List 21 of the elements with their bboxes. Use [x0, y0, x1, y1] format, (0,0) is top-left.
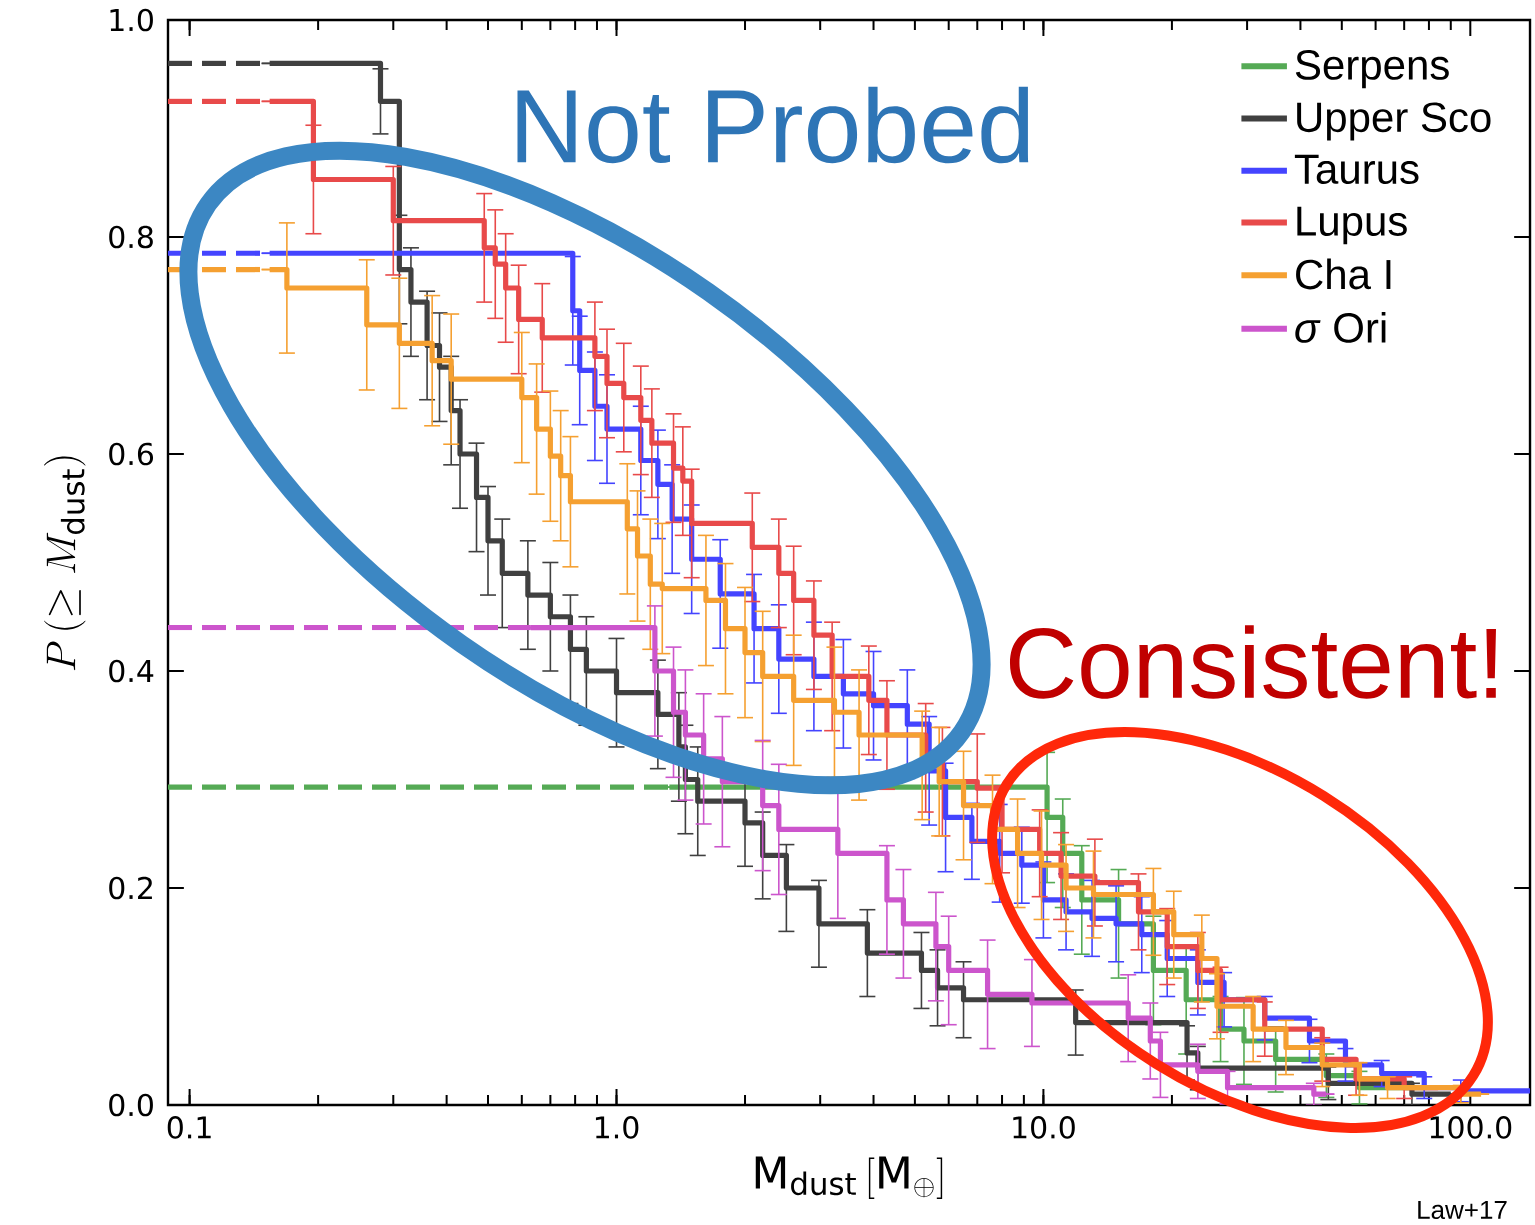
- x-tick-label: 10.0: [1013, 1116, 1075, 1139]
- text: Law+17: [1418, 1200, 1507, 1220]
- legend-label: Serpens: [1295, 50, 1449, 89]
- y-tick-label: 0.8: [109, 225, 153, 249]
- legend-label: Upper Sco: [1297, 102, 1491, 141]
- y-tick-label: 0.6: [109, 442, 154, 466]
- legend-label: Taurus: [1294, 154, 1419, 185]
- x-tick-label: 1.0: [595, 1116, 639, 1139]
- y-tick-label: 1.0: [110, 8, 153, 32]
- legend-label: σ Ori: [1295, 311, 1386, 343]
- x-axis-title: $\mathrm{M_{dust}}\,[\mathrm{M}_{\oplus}]$: [755, 1156, 943, 1199]
- y-axis-title: $P\,(\geq M_{\mathrm{dust}})$: [44, 456, 86, 671]
- legend-label: Cha I: [1296, 258, 1391, 290]
- x-tick-label: 0.1: [167, 1116, 211, 1139]
- y-tick-label: 0.4: [109, 659, 154, 683]
- y-tick-label: 0.2: [109, 876, 152, 900]
- annotation: Consistent!: [1009, 625, 1496, 699]
- legend-label: Lupus: [1297, 206, 1407, 245]
- y-tick-label: 0.0: [109, 1093, 153, 1117]
- x-tick-label: 100.0: [1430, 1116, 1512, 1139]
- annotation: Not Probed: [517, 86, 1029, 164]
